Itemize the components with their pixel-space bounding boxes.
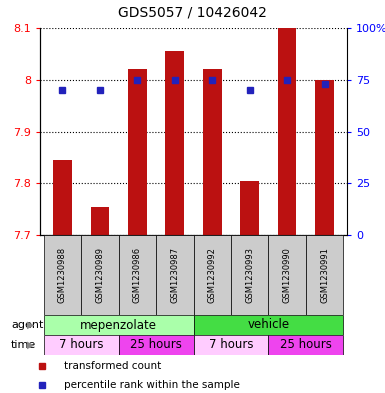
Bar <box>128 70 147 235</box>
Text: 25 hours: 25 hours <box>130 338 182 351</box>
Text: GSM1230989: GSM1230989 <box>95 247 104 303</box>
Text: time: time <box>11 340 37 350</box>
Bar <box>119 235 156 315</box>
Bar <box>306 235 343 315</box>
Bar <box>44 335 119 355</box>
Bar <box>203 70 222 235</box>
Text: percentile rank within the sample: percentile rank within the sample <box>64 380 239 389</box>
Bar <box>194 335 268 355</box>
Text: ▶: ▶ <box>27 340 35 350</box>
Text: GSM1230992: GSM1230992 <box>208 247 217 303</box>
Bar <box>44 235 81 315</box>
Bar <box>156 235 194 315</box>
Text: GSM1230987: GSM1230987 <box>170 247 179 303</box>
Text: 7 hours: 7 hours <box>209 338 253 351</box>
Bar <box>231 235 268 315</box>
Text: GSM1230986: GSM1230986 <box>133 247 142 303</box>
Bar <box>44 315 194 335</box>
Bar <box>119 335 194 355</box>
Bar <box>194 315 343 335</box>
Text: GSM1230988: GSM1230988 <box>58 247 67 303</box>
Bar <box>278 28 296 235</box>
Text: mepenzolate: mepenzolate <box>80 318 157 332</box>
Bar <box>315 80 334 235</box>
Text: 7 hours: 7 hours <box>59 338 104 351</box>
Text: GSM1230993: GSM1230993 <box>245 247 254 303</box>
Bar <box>268 335 343 355</box>
Bar <box>90 207 109 235</box>
Text: GDS5057 / 10426042: GDS5057 / 10426042 <box>118 6 267 20</box>
Text: GSM1230991: GSM1230991 <box>320 247 329 303</box>
Text: ▶: ▶ <box>27 320 35 330</box>
Text: vehicle: vehicle <box>247 318 290 332</box>
Text: transformed count: transformed count <box>64 362 161 371</box>
Bar <box>166 51 184 235</box>
Text: 25 hours: 25 hours <box>280 338 332 351</box>
Bar <box>194 235 231 315</box>
Text: GSM1230990: GSM1230990 <box>283 247 291 303</box>
Bar <box>81 235 119 315</box>
Bar <box>268 235 306 315</box>
Bar <box>240 181 259 235</box>
Bar <box>53 160 72 235</box>
Text: agent: agent <box>11 320 44 330</box>
